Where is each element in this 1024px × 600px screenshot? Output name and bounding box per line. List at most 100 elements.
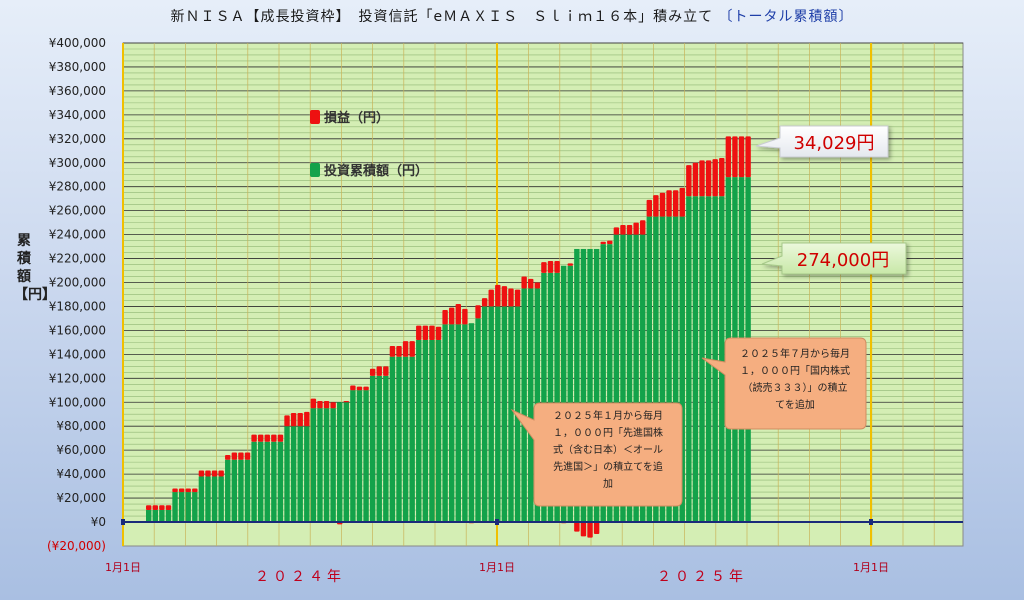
bar-profit [607, 240, 613, 245]
bar-principal [257, 441, 264, 522]
bar-profit [633, 222, 639, 235]
bar-principal [376, 375, 382, 522]
zero-tick [121, 519, 125, 525]
bar-profit [198, 470, 205, 477]
legend: 損益（円） 投資累積額（円） [310, 110, 428, 179]
bar-principal [541, 272, 547, 522]
bar-profit [442, 310, 448, 325]
bar-principal [554, 272, 560, 522]
legend-label-principal: 投資累積額（円） [324, 163, 428, 179]
y-tick-label: ¥120,000 [49, 371, 106, 385]
y-tick-label: ¥200,000 [49, 276, 106, 290]
bar-profit [462, 308, 468, 325]
bar-principal [264, 441, 270, 522]
bar-principal [567, 265, 573, 522]
bar-principal [231, 459, 238, 522]
bar-profit [692, 162, 699, 197]
bar-profit [659, 192, 666, 217]
bar-principal [653, 216, 659, 522]
bar-profit [323, 401, 330, 409]
bar-principal [402, 356, 409, 522]
bar-principal [304, 426, 310, 522]
bar-principal [600, 244, 606, 522]
bar-principal [640, 234, 646, 522]
bar-principal [337, 402, 343, 522]
bar-principal [422, 339, 429, 522]
bar-principal [560, 265, 567, 522]
bar-principal [396, 356, 402, 522]
bar-profit [290, 413, 297, 427]
note-line: （読売３３３）」の積立 [743, 381, 848, 394]
bar-principal [692, 196, 699, 522]
chart-title: 新ＮＩＳＡ【成長投資枠】 投資信託「eＭＡＸＩＳ Ｓｌｉｍ１６本」積み立て 〔ト… [0, 6, 1024, 26]
bar-principal [284, 426, 290, 522]
bar-principal [363, 390, 369, 522]
bar-principal [659, 216, 666, 522]
bar-principal [462, 324, 468, 522]
y-tick-label: ¥80,000 [56, 419, 106, 433]
bar-profit [488, 289, 494, 307]
bar-principal [719, 196, 725, 522]
x-year-label: ２０２５年 [657, 569, 747, 585]
bar-profit [554, 260, 560, 273]
bar-principal [244, 459, 251, 522]
bar-profit [666, 190, 672, 217]
bar-loss [593, 522, 600, 534]
bar-profit [705, 160, 712, 197]
note-line: ２０２５年７月から毎月 [740, 347, 850, 360]
y-tick-label: ¥160,000 [49, 323, 106, 337]
bar-principal [205, 476, 211, 522]
bar-profit [297, 413, 303, 427]
bar-principal [481, 306, 488, 522]
bar-profit [528, 278, 534, 289]
bar-profit [225, 454, 231, 460]
bar-loss [587, 522, 593, 538]
bar-profit [185, 488, 191, 493]
note-line: てを追加 [775, 398, 815, 411]
bar-principal [521, 288, 527, 522]
y-tick-label: ¥300,000 [49, 156, 106, 170]
bar-principal [528, 288, 534, 522]
bar-profit [146, 505, 152, 511]
bar-series [146, 136, 751, 538]
bar-profit [422, 325, 429, 340]
note-line: ２０２５年１月から毎月 [553, 409, 663, 422]
bar-principal [626, 234, 633, 522]
bar-principal [277, 441, 284, 522]
bar-profit [238, 452, 244, 460]
bar-loss [574, 522, 580, 532]
y-tick-label: ¥60,000 [56, 443, 106, 457]
bar-principal [178, 492, 185, 522]
bar-principal [251, 441, 257, 522]
bar-principal [547, 272, 554, 522]
y-tick-label: (¥20,000) [47, 539, 106, 553]
bar-profit [567, 263, 573, 266]
bar-principal [633, 234, 639, 522]
bar-principal [152, 510, 158, 522]
y-tick-label: ¥220,000 [49, 252, 106, 266]
y-tick-label: ¥0 [91, 515, 106, 529]
bar-profit [277, 434, 284, 442]
bar-principal [159, 510, 165, 522]
bar-principal [449, 324, 455, 522]
bar-principal [672, 216, 679, 522]
bar-principal [290, 426, 297, 522]
bar-profit [613, 227, 620, 235]
bar-profit [501, 286, 508, 307]
bar-principal [317, 408, 323, 522]
bar-profit [534, 282, 541, 289]
bar-profit [350, 385, 356, 391]
bar-profit [508, 288, 514, 307]
bar-profit [159, 505, 165, 511]
y-tick-label: ¥140,000 [49, 347, 106, 361]
bar-principal [686, 196, 692, 522]
y-tick-label: ¥260,000 [49, 204, 106, 218]
bar-principal [238, 459, 244, 522]
bar-principal [580, 248, 587, 522]
bar-principal [198, 476, 205, 522]
bar-profit [738, 136, 745, 178]
bar-profit [547, 260, 554, 273]
bar-profit [310, 398, 317, 409]
y-tick-label: ¥360,000 [49, 84, 106, 98]
y-tick-label: ¥320,000 [49, 132, 106, 146]
